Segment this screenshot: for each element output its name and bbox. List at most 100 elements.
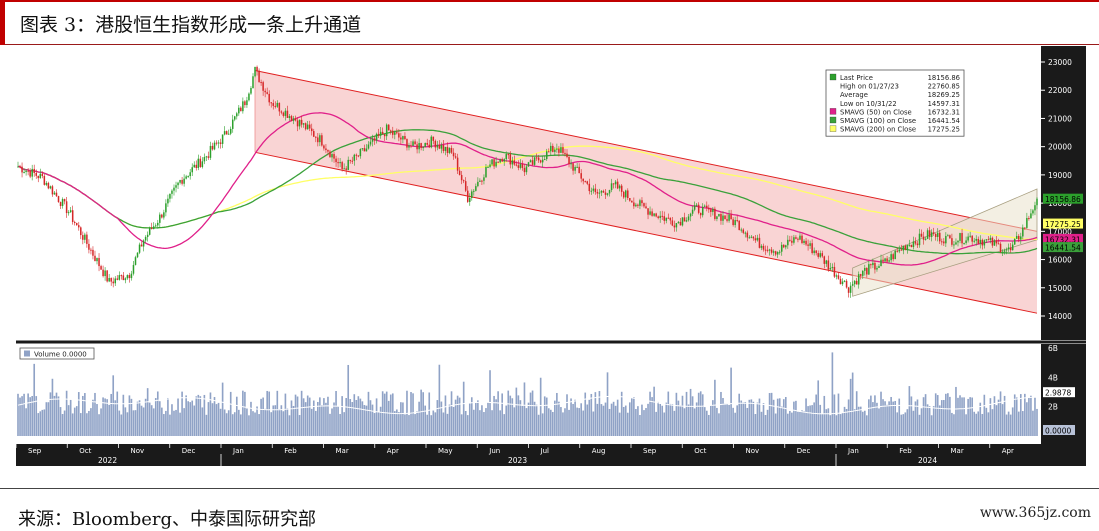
volume-bar: [821, 414, 824, 436]
candle-body: [495, 161, 497, 167]
candle-body: [572, 163, 574, 171]
price-tick-label: 20000: [1048, 143, 1072, 152]
candle-body: [349, 159, 352, 161]
candle-body: [710, 209, 712, 212]
candle-body: [35, 172, 37, 176]
volume-bar: [323, 398, 325, 436]
volume-bar: [949, 396, 951, 436]
volume-bar: [870, 395, 872, 436]
candle-body: [387, 124, 390, 131]
volume-bar: [479, 410, 481, 436]
volume-bar: [748, 399, 751, 436]
candle-body: [738, 220, 740, 231]
candle-body: [1022, 227, 1024, 237]
legend-value: 17275.25: [928, 126, 960, 134]
volume-bar: [967, 398, 969, 436]
candle-body: [223, 131, 226, 135]
candle-body: [892, 254, 894, 260]
candle-body: [63, 199, 66, 202]
candle-body: [1036, 198, 1038, 206]
volume-bar: [588, 399, 591, 436]
candle-body: [353, 154, 356, 161]
volume-bar: [564, 408, 566, 436]
volume-bar: [246, 408, 248, 436]
volume-bar: [94, 392, 96, 436]
candle-body: [367, 144, 370, 149]
volume-bar: [284, 393, 287, 436]
candle-body: [724, 215, 726, 220]
candle-body: [851, 284, 854, 286]
volume-bar: [260, 398, 262, 436]
candle-body: [246, 100, 248, 106]
volume-bar: [851, 372, 854, 436]
volume-bar: [98, 414, 100, 436]
volume-bar: [914, 401, 917, 436]
candle-body: [533, 157, 536, 165]
month-label: Oct: [79, 447, 91, 455]
volume-bar: [308, 397, 311, 436]
candle-body: [665, 217, 668, 221]
candle-body: [624, 190, 627, 198]
volume-bar: [77, 392, 80, 436]
candle-body: [25, 170, 27, 172]
legend-label: SMAVG (50) on Close: [840, 108, 912, 116]
candle-body: [102, 269, 104, 277]
candle-body: [819, 253, 821, 257]
volume-bar: [244, 391, 246, 436]
candle-body: [1028, 218, 1030, 220]
volume-bar: [361, 401, 364, 436]
volume-bar: [470, 397, 473, 436]
volume-bar: [695, 402, 698, 436]
volume-bar: [614, 405, 617, 436]
volume-bar: [148, 402, 151, 436]
legend-swatch: [829, 116, 837, 124]
volume-bar: [367, 391, 370, 436]
volume-bar: [608, 408, 611, 436]
candle-body: [505, 154, 507, 160]
candle-body: [890, 254, 892, 261]
descending-channel-fill: [255, 70, 1037, 314]
volume-bar: [803, 411, 805, 436]
volume-bar: [955, 386, 957, 436]
volume-bar: [262, 397, 264, 436]
candle-body: [906, 245, 909, 250]
candle-body: [679, 221, 682, 226]
volume-bar: [872, 402, 874, 436]
volume-bar: [1026, 402, 1028, 436]
volume-bar: [169, 414, 171, 436]
volume-bar: [884, 401, 886, 436]
candle-body: [396, 132, 398, 134]
candle-body: [43, 176, 46, 185]
volume-bar: [766, 409, 769, 436]
candle-body: [985, 239, 988, 241]
volume-bar: [878, 408, 880, 436]
candle-body: [497, 161, 499, 163]
candle-body: [213, 142, 216, 150]
candle-body: [416, 144, 418, 150]
candle-body: [578, 166, 580, 174]
candle-body: [924, 238, 927, 240]
volume-bar: [319, 397, 321, 436]
volume-bar: [327, 396, 329, 436]
volume-bar: [576, 407, 578, 436]
candle-body: [554, 149, 556, 152]
candle-body: [748, 237, 751, 239]
candle-body: [766, 249, 769, 251]
candle-body: [523, 167, 526, 173]
volume-bar: [116, 391, 119, 436]
volume-bar: [999, 391, 1002, 436]
candle-body: [27, 170, 29, 172]
candle-body: [961, 233, 963, 244]
candle-body: [610, 183, 613, 191]
volume-bar: [537, 414, 540, 436]
candle-body: [485, 166, 487, 178]
candle-body: [450, 147, 453, 153]
candle-body: [564, 152, 566, 154]
volume-bar: [185, 395, 187, 436]
volume-bar: [59, 407, 62, 436]
volume-bar: [45, 402, 48, 436]
volume-bar: [473, 409, 475, 436]
candle-body: [260, 82, 262, 84]
price-tick-label: 21000: [1048, 114, 1072, 123]
candle-body: [677, 221, 680, 224]
